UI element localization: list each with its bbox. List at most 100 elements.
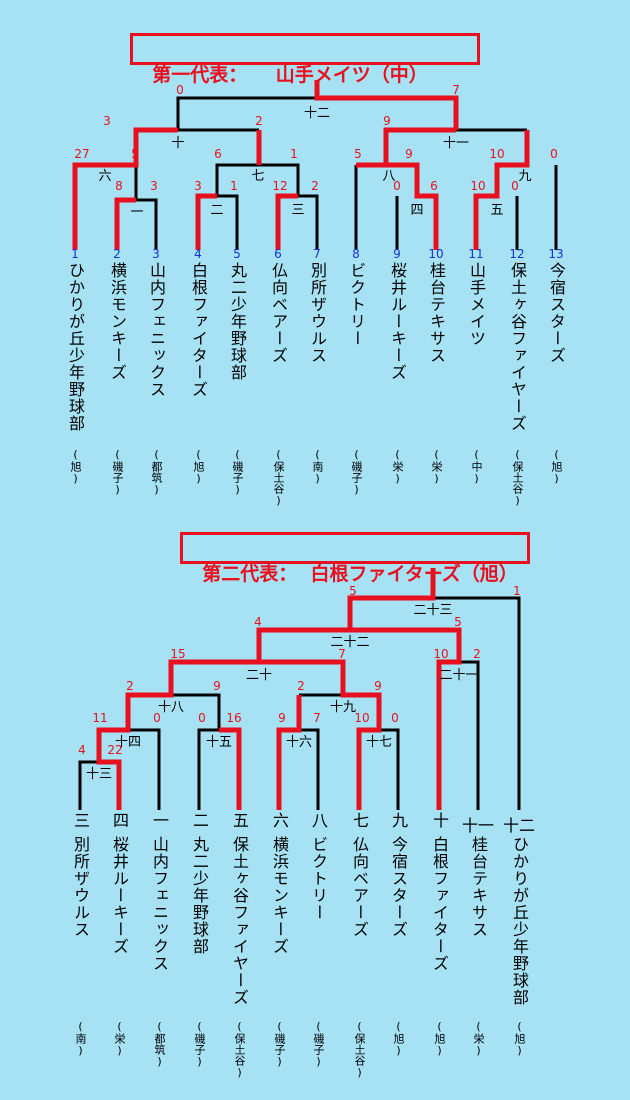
b2-game-label: 二十 [246,668,272,683]
b1-area: (磯子) [111,448,124,496]
b2-entry-game: 十一 [461,816,494,835]
b2-score: 0 [153,711,161,725]
b2-team-name: 白根ファイターズ [430,836,449,972]
b1-area: (磯子) [231,448,244,496]
b2-area: (磯子) [312,1020,325,1068]
b2-score: 9 [213,679,221,693]
b1-game-label: 五 [490,203,503,218]
b2-team-name: 仏向ベアーズ [350,836,369,938]
b2-area: (磯子) [273,1020,286,1068]
b1-win-path [114,197,136,250]
b1-area: (栄) [430,448,443,485]
b2-game-label: 十三 [86,767,112,782]
bracket2-diagram: 十三 十四 十五 十六 十七 十八 十九 二十 二十一 二十二 二十三 4 22… [78,568,521,810]
b1-score: 0 [393,179,401,193]
b1-score: 2 [255,114,263,128]
b1-score: 10 [470,179,485,193]
bracket1-title-text: 第一代表： 山手メイツ（中） [152,64,428,86]
b1-game-label: 十 [171,136,184,151]
b2-line [459,660,480,810]
b1-seed: 12 [509,247,524,260]
b2-score: 5 [454,615,462,629]
b1-score: 7 [452,83,460,97]
b1-seed: 11 [468,247,483,260]
b2-team-name: 保土ヶ谷ファイヤーズ [230,836,249,1006]
b2-team-name: 山内フェニックス [150,836,169,972]
b1-seed: 3 [152,247,160,260]
b1-team-name: 桂台テキサス [427,262,446,364]
b2-entry-game: 六 [270,812,289,829]
b1-area: (保土谷) [272,448,285,507]
b1-team-name: 保土ヶ谷ファイヤーズ [508,262,527,432]
b2-team-name: 今宿スターズ [389,836,408,938]
b1-seed: 4 [194,247,202,260]
bracket1-title: 第一代表： 山手メイツ（中） [130,33,480,86]
b1-area: (南) [311,448,324,485]
b1-game-label: 九 [518,169,531,184]
b1-team-name: 仏向ベアーズ [269,262,288,364]
b1-seed: 10 [428,247,443,260]
b2-area: (旭) [513,1020,526,1057]
b1-team-name: 山手メイツ [467,262,486,347]
b2-score: 5 [349,584,357,598]
b1-score: 5 [354,147,362,161]
b1-score: 6 [214,147,222,161]
b2-line [197,728,219,810]
b2-team-name: 丸二少年野球部 [190,836,209,955]
b1-team-name: 白根ファイターズ [189,262,208,398]
b1-game-label: 十二 [304,106,330,121]
b2-entry-game: 三 [71,812,90,829]
b1-seed: 1 [71,247,79,260]
b1-team-name: 横浜モンキーズ [108,262,127,381]
b1-win-path [195,193,217,250]
b2-score: 9 [278,711,286,725]
b2-score: 4 [254,615,262,629]
b1-score: 3 [194,179,202,193]
b2-entry-game: 二 [190,812,209,829]
b2-entry-game: 八 [309,812,328,829]
b1-score: 9 [383,114,391,128]
b1-game-label: 八 [382,169,395,184]
b1-win-path [314,80,530,250]
b2-score: 9 [374,679,382,693]
b1-score: 0 [550,147,558,161]
b1-seed: 7 [313,247,321,260]
b2-score: 15 [170,647,185,661]
b2-score: 16 [226,711,241,725]
b1-team-name: ビクトリー [347,262,366,347]
b1-score: 0 [511,179,519,193]
b2-score: 0 [391,711,399,725]
bracket2-title: 第二代表： 白根ファイターズ（旭） [180,532,530,585]
b1-seed: 8 [352,247,360,260]
b1-seed: 13 [548,247,563,260]
b2-entry-game: 七 [350,812,369,829]
b1-win-path [72,127,178,250]
b1-score: 6 [430,179,438,193]
b2-score: 2 [126,679,134,693]
b1-score: 3 [150,179,158,193]
b1-team-name: 山内フェニックス [147,262,166,398]
b2-game-label: 十四 [115,735,141,750]
b1-area: (栄) [391,448,404,485]
b1-score: 10 [489,147,504,161]
b2-score: 22 [107,743,122,757]
b2-area: (磯子) [193,1020,206,1068]
bracket2-title-text: 第二代表： 白根ファイターズ（旭） [202,563,518,585]
b1-team-name: 丸二少年野球部 [228,262,247,381]
b2-entry-game: 十 [430,812,449,829]
b2-entry-game: 九 [389,812,408,829]
b1-seed: 9 [393,247,401,260]
b2-area: (栄) [472,1020,485,1057]
b1-score: 1 [290,147,298,161]
b1-area: (磯子) [350,448,363,496]
b2-score: 4 [78,743,86,757]
b2-area: (保土谷) [353,1020,366,1079]
b1-area: (保土谷) [511,448,524,507]
b2-area: (栄) [113,1020,126,1057]
b1-score: 9 [405,147,413,161]
b1-area: (旭) [69,448,82,485]
b2-game-label: 十八 [158,700,184,715]
b2-area: (南) [74,1020,87,1057]
b2-game-label: 二十三 [413,603,452,618]
b1-score: 12 [272,179,287,193]
